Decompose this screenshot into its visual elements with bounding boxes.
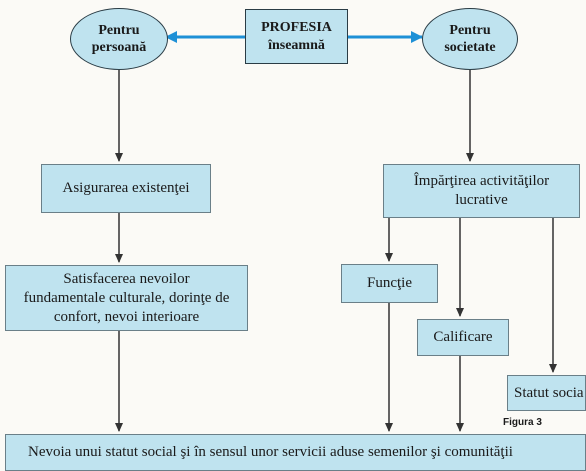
oval-pentru-persoana: Pentru persoană xyxy=(70,8,168,70)
box-satisfacerea-nevoilor: Satisfacerea nevoilor fundamentale cultu… xyxy=(5,265,248,331)
box-asigurarea-existentei: Asigurarea existenţei xyxy=(41,164,211,213)
box-nevoia-statut-social: Nevoia unui statut social şi în sensul u… xyxy=(5,434,586,471)
box-statut-social: Statut socia xyxy=(507,375,586,411)
box-impartirea-activitatilor: Împărţirea activităţilor lucrative xyxy=(383,164,580,218)
title-profesia: PROFESIA înseamnă xyxy=(245,9,348,64)
box-functie: Funcţie xyxy=(341,264,438,303)
oval-pentru-societate: Pentru societate xyxy=(422,8,518,70)
box-calificare: Calificare xyxy=(417,319,509,356)
figure-caption: Figura 3 xyxy=(503,417,542,428)
